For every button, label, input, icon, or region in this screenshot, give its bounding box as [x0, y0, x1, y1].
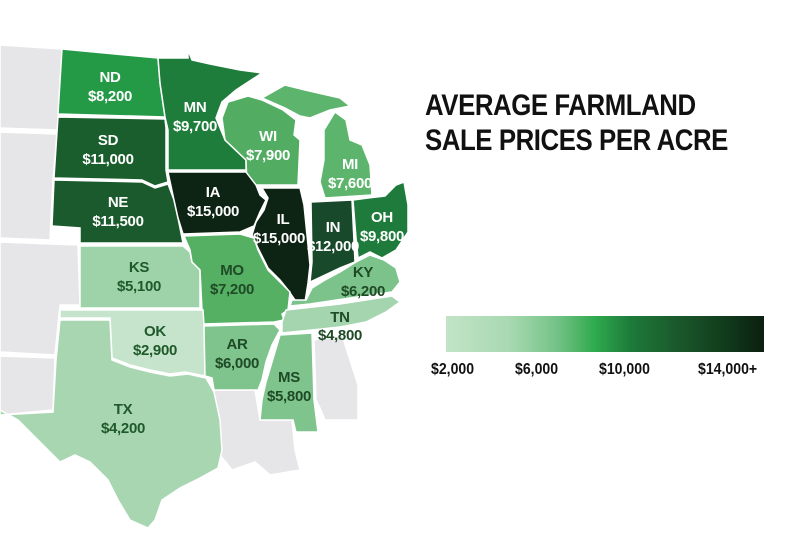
state-NE — [51, 179, 184, 244]
label-KY-abbr: KY — [353, 264, 374, 281]
label-OK-price: $2,900 — [133, 342, 177, 359]
state-OK-shape — [59, 309, 206, 377]
state-MN — [157, 49, 265, 171]
state-AR-shape — [203, 323, 281, 391]
state-SD — [53, 116, 169, 187]
state-KS — [79, 245, 201, 309]
title-line-2: SALE PRICES PER ACRE — [425, 124, 728, 157]
label-TN-price: $4,800 — [318, 327, 362, 344]
label-WI-abbr: WI — [259, 128, 277, 145]
state-IA-shape — [167, 171, 267, 235]
label-MO-abbr: MO — [220, 262, 244, 279]
label-AR-abbr: AR — [226, 336, 248, 353]
legend-tick-2000: $2,000 — [431, 361, 475, 378]
state-OH — [352, 180, 409, 260]
state-TN — [281, 295, 402, 334]
label-OK-abbr: OK — [144, 323, 166, 340]
state-MI — [319, 110, 373, 199]
state-MO — [182, 233, 291, 325]
state-TX — [0, 319, 223, 529]
label-KS-abbr: KS — [129, 259, 150, 276]
background-states — [0, 44, 359, 476]
label-MN-abbr: MN — [184, 99, 207, 116]
state-AR — [203, 323, 281, 391]
label-TX-price: $4,200 — [101, 420, 145, 437]
label-IA-price: $15,000 — [187, 203, 239, 220]
label-MO-price: $7,200 — [210, 281, 254, 298]
label-IL-price: $15,000 — [253, 230, 305, 247]
state-OH-shape — [352, 180, 409, 260]
state-IN — [309, 199, 356, 284]
label-IA-abbr: IA — [206, 184, 221, 201]
state-TX-shape — [0, 319, 223, 529]
label-WI-price: $7,900 — [246, 147, 290, 164]
state-KY-shape — [288, 254, 401, 307]
legend-tick-10000: $10,000 — [599, 361, 650, 378]
state-MI-upper-shape — [260, 84, 352, 119]
chart-title: AVERAGE FARMLAND SALE PRICES PER ACRE — [425, 88, 728, 158]
label-KY-price: $6,200 — [341, 283, 385, 300]
state-OK — [59, 309, 206, 377]
label-ND-abbr: ND — [99, 69, 121, 86]
legend-ticks: $2,000 $6,000 $10,000 $14,000+ — [431, 361, 781, 381]
label-MI-price: $7,600 — [328, 175, 372, 192]
state-MS — [259, 332, 319, 433]
label-IN-abbr: IN — [326, 219, 340, 236]
state-KY — [288, 254, 401, 307]
label-IL-abbr: IL — [277, 211, 290, 228]
state-MO-shape — [182, 233, 291, 325]
state-WI — [221, 84, 352, 186]
state-MS-shape — [259, 332, 319, 433]
state-SD-shape — [53, 116, 169, 187]
state-IA — [167, 171, 267, 235]
state-KS-shape — [79, 245, 201, 309]
label-NE-price: $11,500 — [92, 213, 143, 230]
label-MS-abbr: MS — [278, 369, 300, 386]
label-MI-abbr: MI — [342, 156, 358, 173]
label-OH-abbr: OH — [371, 209, 393, 226]
label-MN-price: $9,700 — [173, 118, 217, 135]
label-OH-price: $9,800 — [360, 228, 404, 245]
label-AR-price: $6,000 — [215, 355, 259, 372]
label-NE-abbr: NE — [108, 194, 129, 211]
label-TN-abbr: TN — [330, 309, 349, 326]
label-ND-price: $8,200 — [88, 88, 132, 105]
state-WI-shape — [221, 95, 301, 186]
legend-color-gradient — [446, 316, 764, 352]
state-NE-shape — [51, 179, 184, 244]
label-IN-price: $12,000 — [307, 238, 359, 255]
state-MI-shape — [319, 110, 373, 199]
state-TN-shape — [281, 295, 402, 334]
legend-tick-6000: $6,000 — [515, 361, 559, 378]
label-KS-price: $5,100 — [117, 278, 161, 295]
label-SD-abbr: SD — [98, 132, 119, 149]
state-labels: ND $8,200 MN $9,700 SD $11,000 NE $11,50… — [82, 69, 404, 437]
state-MN-shape — [157, 49, 265, 171]
label-SD-price: $11,000 — [82, 151, 133, 168]
legend-tick-14000: $14,000+ — [698, 361, 758, 378]
label-MS-price: $5,800 — [267, 388, 311, 405]
title-line-1: AVERAGE FARMLAND — [425, 89, 696, 122]
state-IN-shape — [309, 199, 356, 284]
label-TX-abbr: TX — [114, 401, 133, 418]
